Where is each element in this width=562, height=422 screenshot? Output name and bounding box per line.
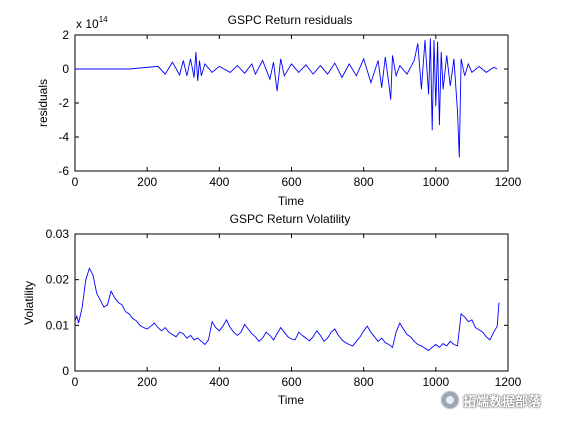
volatility-x-tick-label: 400	[209, 375, 229, 389]
residuals-chart: GSPC Return residuals x 1014 0 200 400 600 8…	[36, 13, 522, 208]
volatility-plot-area	[74, 233, 509, 372]
volatility-x-tick-label: 600	[281, 375, 301, 389]
volatility-y-tick-label: 0.03	[46, 227, 70, 241]
residuals-x-tick-label: 1000	[422, 175, 449, 189]
residuals-y-multiplier: x 1014	[76, 15, 108, 31]
volatility-x-axis-label: Time	[278, 393, 305, 407]
volatility-y-axis-label: Volatility	[22, 281, 36, 325]
volatility-x-tick-label: 1000	[422, 375, 449, 389]
residuals-x-axis: 0 200 400 600 800 1000 1200	[72, 35, 522, 189]
volatility-x-tick-label: 0	[72, 375, 79, 389]
volatility-x-tick-label: 800	[354, 375, 374, 389]
residuals-y-multiplier-base: x 10	[76, 17, 99, 31]
chat-bubble-icon	[442, 392, 458, 408]
residuals-chart-title: GSPC Return residuals	[228, 13, 353, 27]
residuals-x-tick-label: 800	[354, 175, 374, 189]
residuals-x-tick-label: 0	[72, 175, 79, 189]
volatility-series-line	[74, 267, 500, 351]
residuals-y-tick-label: -6	[58, 164, 69, 178]
residuals-y-axis: -6 -4 -2 0 2	[58, 28, 508, 178]
volatility-chart-title: GSPC Return Volatility	[230, 212, 351, 226]
residuals-y-tick-label: -4	[58, 130, 69, 144]
watermark: 拓端数据部落	[442, 389, 562, 411]
watermark-text: 拓端数据部落	[463, 393, 542, 409]
residuals-series-line	[75, 38, 498, 158]
volatility-y-axis: 0 0.01 0.02 0.03	[46, 227, 508, 378]
volatility-x-tick-label: 200	[137, 375, 157, 389]
residuals-x-tick-label: 200	[137, 175, 157, 189]
residuals-plot-area	[74, 34, 509, 172]
residuals-x-tick-label: 1200	[495, 175, 522, 189]
residuals-y-tick-label: 2	[62, 28, 69, 42]
residuals-y-tick-label: -2	[58, 96, 69, 110]
residuals-y-multiplier-exponent: 14	[99, 15, 108, 24]
residuals-y-axis-label: residuals	[36, 79, 50, 127]
volatility-x-axis: 0 200 400 600 800 1000 1200	[72, 234, 522, 389]
volatility-y-tick-label: 0.02	[46, 273, 70, 287]
volatility-chart: GSPC Return Volatility 0 200 400 600 800 1000…	[22, 212, 522, 407]
residuals-x-tick-label: 600	[281, 175, 301, 189]
residuals-x-axis-label: Time	[278, 194, 305, 208]
residuals-y-tick-label: 0	[62, 62, 69, 76]
volatility-x-tick-label: 1200	[495, 375, 522, 389]
residuals-x-tick-label: 400	[209, 175, 229, 189]
volatility-y-tick-label: 0	[62, 364, 69, 378]
volatility-y-tick-label: 0.01	[46, 318, 70, 332]
